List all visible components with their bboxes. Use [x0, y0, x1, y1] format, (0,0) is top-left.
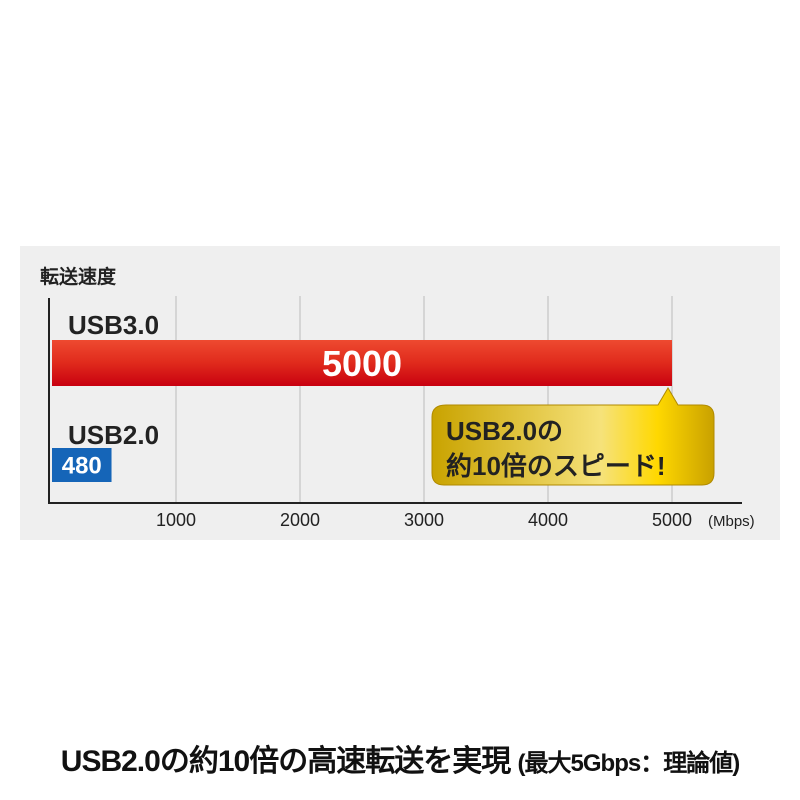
x-tick-label: 1000 [156, 510, 196, 530]
bar-usb3-0 [52, 340, 672, 386]
callout-line2: 約10倍のスピード! [446, 451, 666, 481]
x-tick-label: 2000 [280, 510, 320, 530]
callout-line1: USB2.0の [446, 416, 563, 446]
callout-bubble: USB2.0の 約10倍のスピード! [431, 387, 715, 486]
footer-note: (最大5Gbps：理論値) [517, 750, 741, 777]
chart-title: 転送速度 [40, 267, 117, 288]
bar-usb2-0 [52, 448, 112, 482]
category-label: USB2.0 [68, 420, 159, 450]
bar-value-label: 480 [62, 453, 102, 480]
x-tick-label: 5000 [652, 510, 692, 530]
footer-caption: USB2.0の約10倍の高速転送を実現 (最大5Gbps：理論値) [0, 736, 800, 780]
footer-main: USB2.0の約10倍の高速転送を実現 [60, 745, 511, 778]
bar-value-label: 5000 [322, 343, 402, 384]
x-unit-label: (Mbps) [708, 513, 755, 530]
x-tick-label: 3000 [404, 510, 444, 530]
x-tick-label: 4000 [528, 510, 568, 530]
chart-panel [20, 246, 780, 540]
category-label: USB3.0 [68, 310, 159, 340]
